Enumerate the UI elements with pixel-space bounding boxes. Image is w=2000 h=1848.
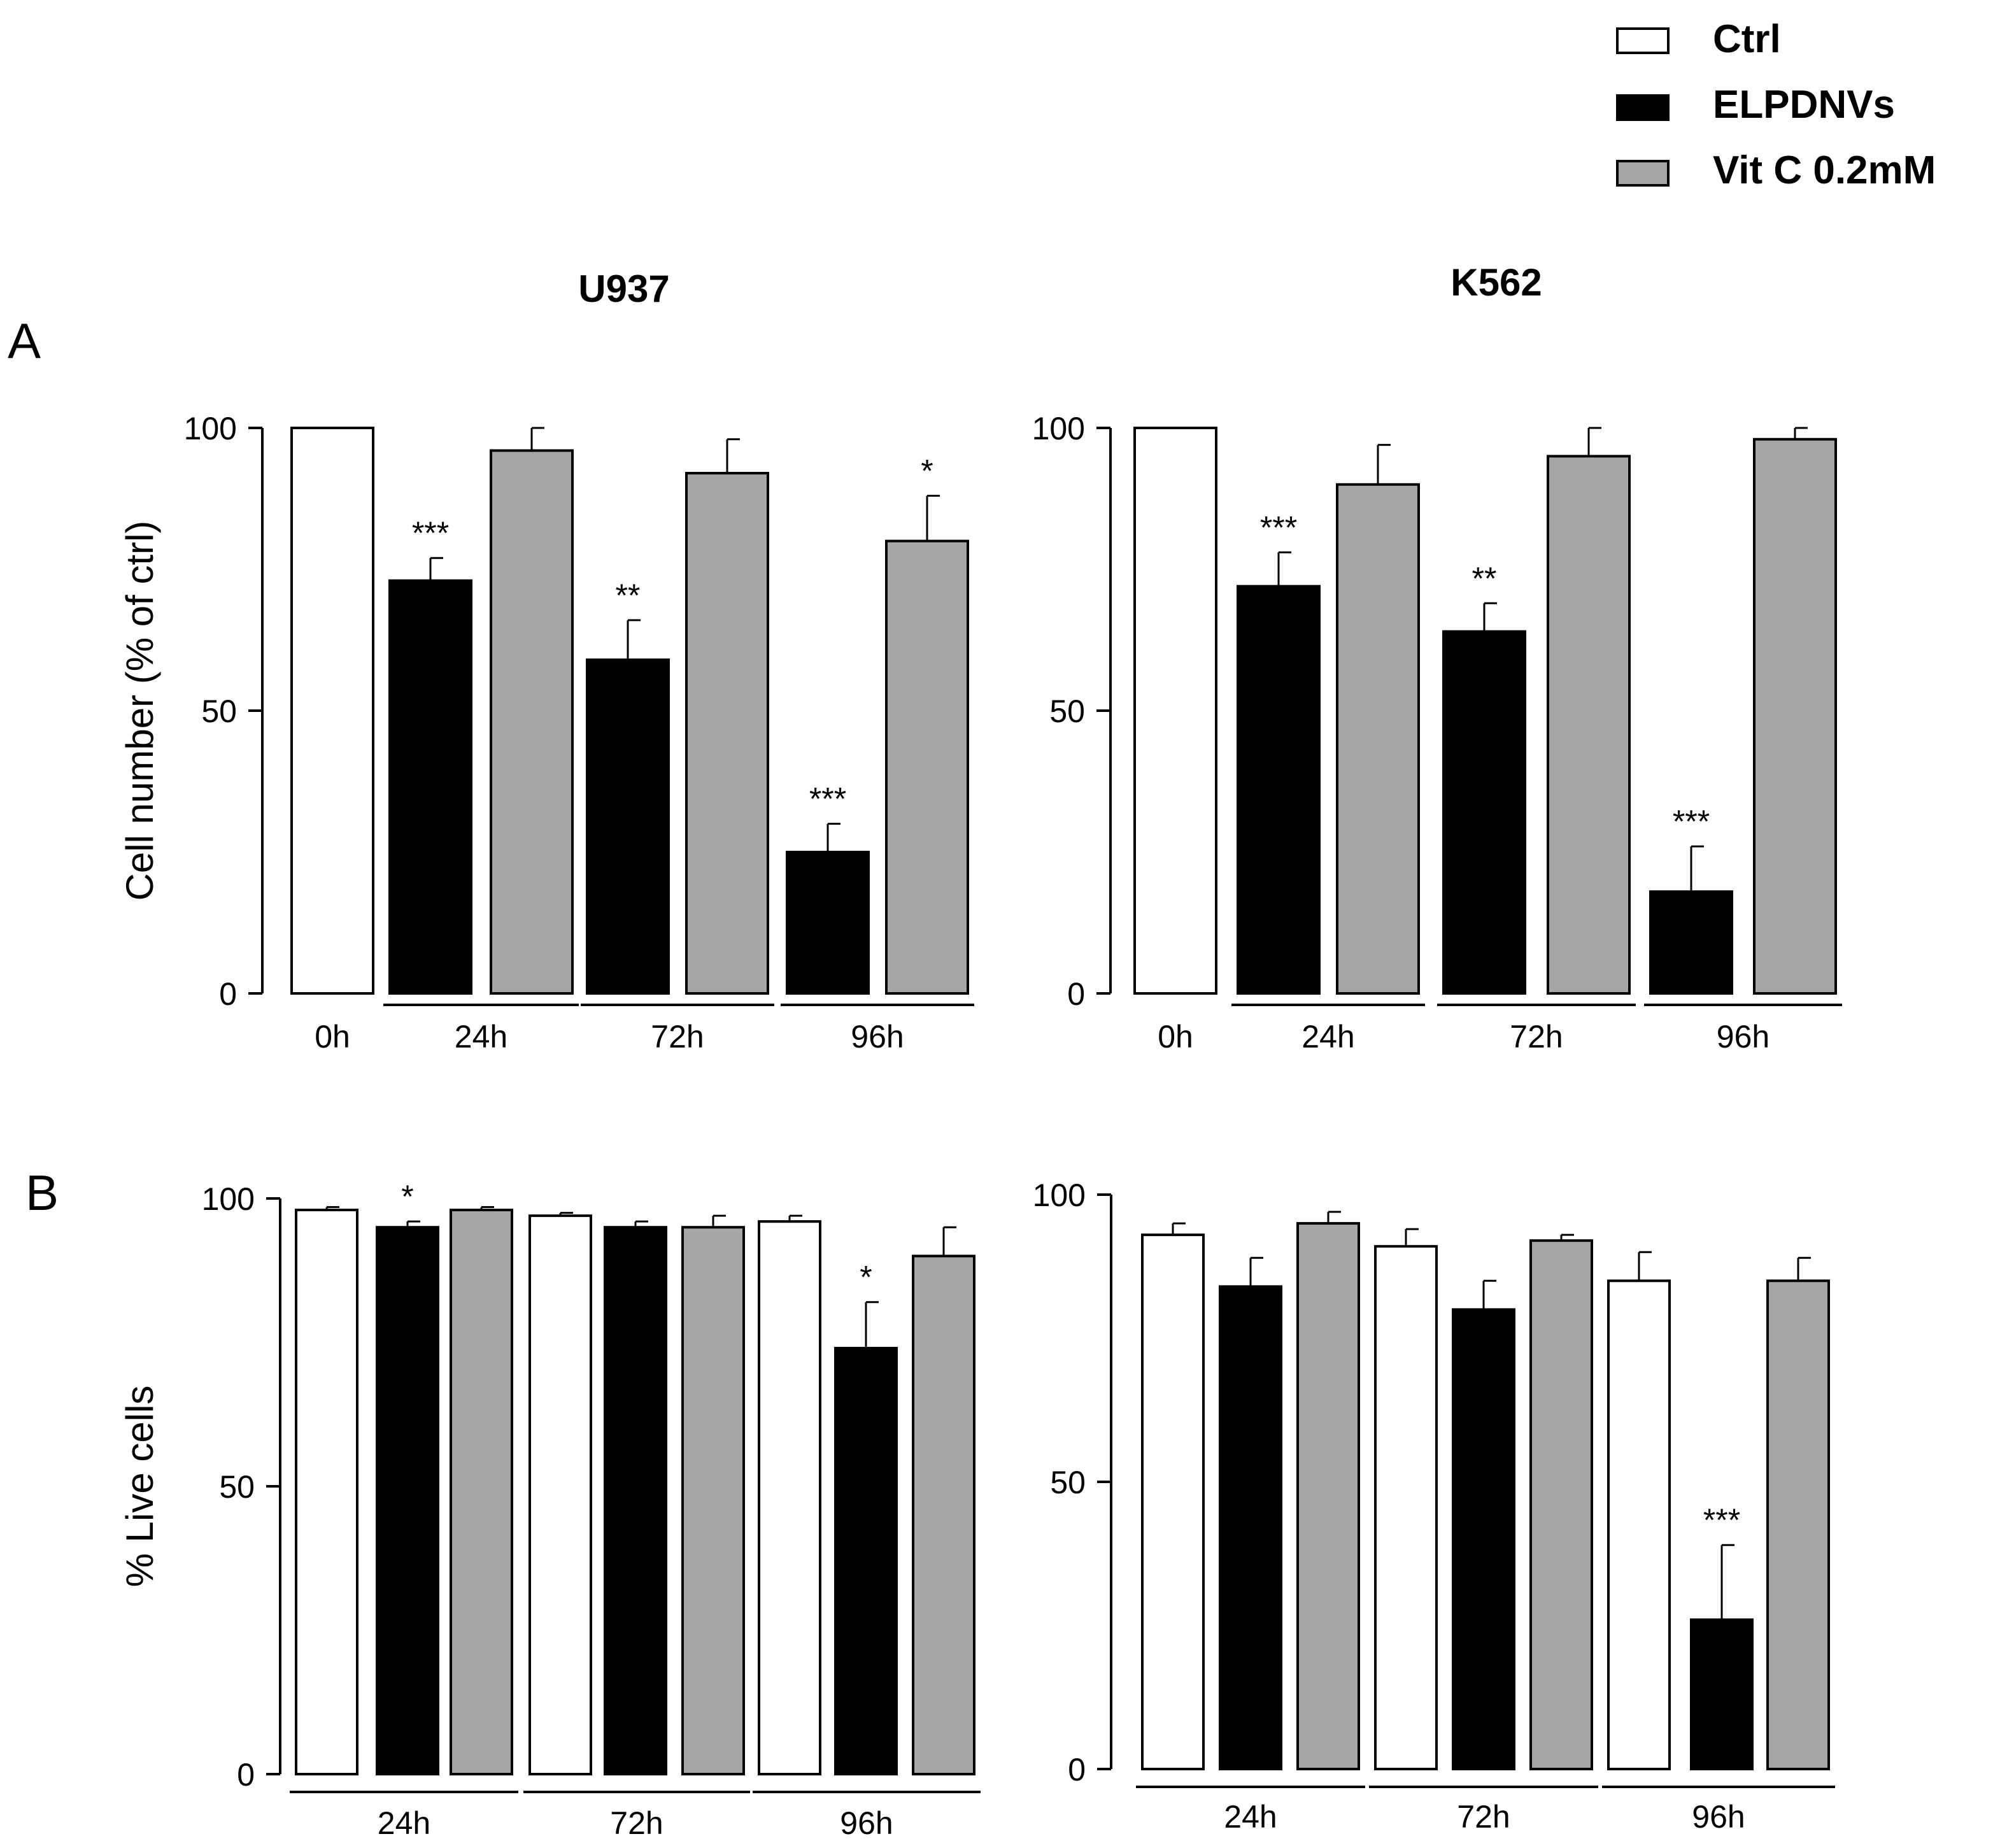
legend-label-ctrl: Ctrl bbox=[1713, 17, 1781, 61]
bar-elpdnvs-96h bbox=[1690, 1618, 1754, 1770]
x-group-label: 0h bbox=[1158, 1019, 1193, 1055]
bar-elpdnvs-72h bbox=[1442, 630, 1526, 995]
bar-vit-c-0-2mm-72h bbox=[685, 472, 769, 995]
y-tick-label: 0 bbox=[1067, 976, 1085, 1012]
bar-elpdnvs-24h bbox=[388, 579, 472, 995]
y-tick-label: 50 bbox=[219, 1469, 255, 1505]
significance-marker: *** bbox=[412, 515, 449, 551]
legend-label-elpdnvs: ELPDNVs bbox=[1713, 83, 1895, 127]
y-tick-label: 50 bbox=[1049, 693, 1085, 729]
y-tick-label: 0 bbox=[1068, 1752, 1086, 1788]
bar-elpdnvs-24h bbox=[376, 1226, 439, 1775]
significance-marker: *** bbox=[809, 781, 846, 817]
bar-vit-c-0-2mm-72h bbox=[681, 1226, 745, 1775]
x-group-label: 96h bbox=[840, 1805, 893, 1841]
bar-ctrl-96h bbox=[1607, 1279, 1671, 1771]
y-tick-label: 50 bbox=[201, 693, 237, 729]
bar-vit-c-0-2mm-24h bbox=[450, 1209, 513, 1775]
x-group-label: 72h bbox=[1457, 1799, 1510, 1835]
x-group-label: 0h bbox=[315, 1019, 350, 1055]
y-axis-title: Cell number (% of ctrl) bbox=[118, 521, 161, 901]
bar-vit-c-0-2mm-24h bbox=[490, 449, 574, 995]
x-group-label: 96h bbox=[1717, 1019, 1770, 1055]
bar-vit-c-0-2mm-96h bbox=[885, 539, 969, 995]
chart-k562-live-cells: 0 50 100 *** 24h 72h 96h bbox=[1033, 1177, 1835, 1835]
bar-elpdnvs-96h bbox=[786, 851, 870, 995]
bar-ctrl-0h bbox=[1133, 427, 1217, 995]
bar-vit-c-0-2mm-96h bbox=[1753, 437, 1837, 995]
x-group-label: 96h bbox=[1692, 1799, 1745, 1835]
y-tick-label: 100 bbox=[202, 1181, 255, 1217]
x-group-label: 24h bbox=[1301, 1019, 1354, 1055]
y-tick-label: 100 bbox=[184, 411, 237, 446]
y-tick-label: 100 bbox=[1032, 411, 1085, 446]
bar-elpdnvs-24h bbox=[1219, 1285, 1282, 1770]
y-axis-title: % Live cells bbox=[118, 1386, 161, 1588]
significance-marker: * bbox=[860, 1260, 872, 1295]
y-tick-label: 50 bbox=[1050, 1465, 1086, 1500]
significance-marker: *** bbox=[1703, 1502, 1740, 1538]
bar-ctrl-24h bbox=[295, 1209, 358, 1775]
significance-marker: ** bbox=[1472, 560, 1497, 596]
significance-marker: *** bbox=[1260, 509, 1297, 545]
legend-swatch-elpdnvs bbox=[1616, 94, 1670, 121]
bar-elpdnvs-72h bbox=[1452, 1308, 1515, 1770]
bar-vit-c-0-2mm-96h bbox=[912, 1255, 975, 1775]
bar-ctrl-72h bbox=[528, 1214, 592, 1775]
bar-elpdnvs-96h bbox=[1649, 890, 1733, 995]
bar-ctrl-0h bbox=[290, 427, 374, 995]
x-group-label: 24h bbox=[455, 1019, 507, 1055]
panel-label-a: A bbox=[8, 313, 41, 369]
x-group-label: 96h bbox=[851, 1019, 904, 1055]
bar-vit-c-0-2mm-72h bbox=[1547, 455, 1631, 995]
bar-ctrl-24h bbox=[1141, 1233, 1205, 1770]
x-group-label: 24h bbox=[378, 1805, 430, 1841]
significance-marker: * bbox=[921, 453, 933, 489]
bar-ctrl-72h bbox=[1374, 1245, 1438, 1771]
legend-swatch-ctrl bbox=[1616, 27, 1670, 54]
x-group-label: 72h bbox=[651, 1019, 704, 1055]
panel-label-b: B bbox=[25, 1165, 59, 1221]
y-tick-label: 0 bbox=[219, 976, 237, 1012]
legend: Ctrl ELPDNVs Vit C 0.2mM bbox=[1616, 17, 1936, 192]
chart-u937-live-cells: 0 50 100 % Live cells * * 24h 72h 96h bbox=[118, 1179, 981, 1841]
legend-label-vitc: Vit C 0.2mM bbox=[1713, 148, 1936, 192]
bar-vit-c-0-2mm-24h bbox=[1336, 483, 1420, 995]
x-group-label: 72h bbox=[1510, 1019, 1563, 1055]
x-group-label: 72h bbox=[610, 1805, 663, 1841]
significance-marker: *** bbox=[1673, 804, 1710, 839]
bar-elpdnvs-72h bbox=[586, 658, 670, 995]
bar-vit-c-0-2mm-24h bbox=[1296, 1222, 1360, 1770]
bar-elpdnvs-24h bbox=[1237, 585, 1321, 995]
bar-vit-c-0-2mm-72h bbox=[1529, 1239, 1593, 1771]
bar-ctrl-96h bbox=[758, 1220, 821, 1776]
bar-vit-c-0-2mm-96h bbox=[1766, 1279, 1830, 1771]
y-tick-label: 100 bbox=[1033, 1177, 1086, 1213]
bar-elpdnvs-72h bbox=[604, 1226, 667, 1775]
chart-title: K562 bbox=[1450, 261, 1542, 304]
chart-title: U937 bbox=[578, 267, 669, 310]
legend-swatch-vitc bbox=[1616, 160, 1670, 187]
x-group-label: 24h bbox=[1224, 1799, 1277, 1835]
significance-marker: ** bbox=[616, 578, 641, 613]
significance-marker: * bbox=[401, 1179, 413, 1214]
bar-elpdnvs-96h bbox=[834, 1347, 898, 1776]
y-tick-label: 0 bbox=[237, 1757, 255, 1793]
